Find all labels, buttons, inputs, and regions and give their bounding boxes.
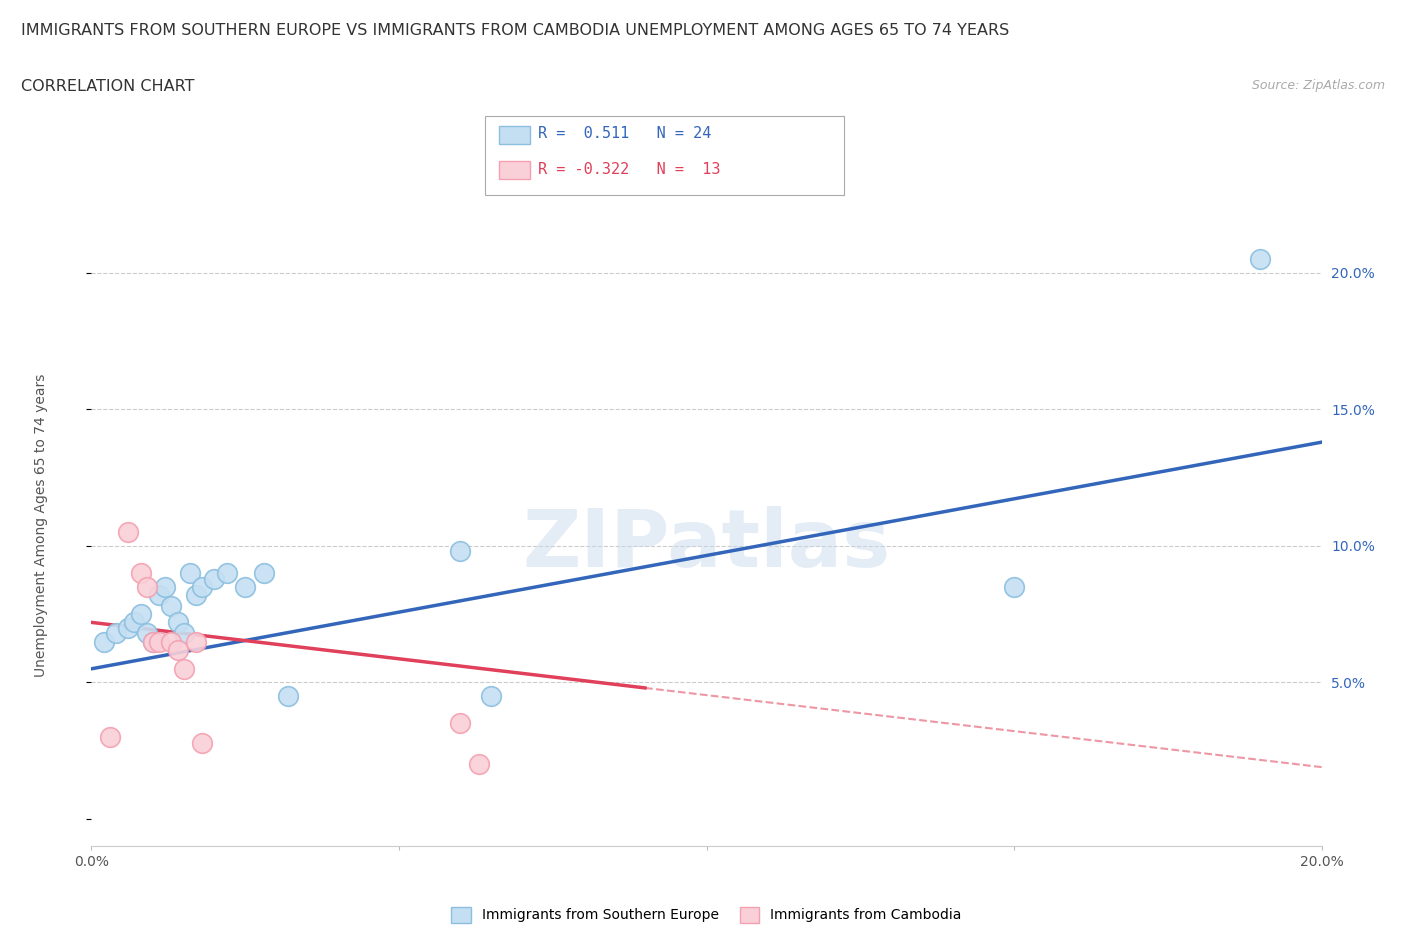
Legend: Immigrants from Southern Europe, Immigrants from Cambodia: Immigrants from Southern Europe, Immigra… <box>451 907 962 923</box>
Point <box>135 626 157 641</box>
Text: ZIPatlas: ZIPatlas <box>523 506 890 584</box>
Point <box>117 620 139 635</box>
Point <box>124 615 146 630</box>
Point <box>153 579 177 594</box>
Point <box>148 634 170 649</box>
Point <box>160 634 183 649</box>
Point <box>215 565 238 580</box>
Point <box>253 565 276 580</box>
Point <box>449 716 471 731</box>
Y-axis label: Unemployment Among Ages 65 to 74 years: Unemployment Among Ages 65 to 74 years <box>34 374 48 677</box>
Point <box>148 588 170 603</box>
Point <box>449 544 471 559</box>
Text: Source: ZipAtlas.com: Source: ZipAtlas.com <box>1251 79 1385 92</box>
Point <box>233 579 256 594</box>
Point <box>105 626 127 641</box>
Text: R =  0.511   N = 24: R = 0.511 N = 24 <box>538 126 711 141</box>
Point <box>117 525 139 539</box>
Point <box>179 565 201 580</box>
Point <box>479 689 502 704</box>
Point <box>166 615 188 630</box>
Point <box>93 634 115 649</box>
Point <box>173 626 195 641</box>
Point <box>191 579 214 594</box>
Point <box>173 661 195 676</box>
Text: R = -0.322   N =  13: R = -0.322 N = 13 <box>538 162 721 177</box>
Point <box>468 757 491 772</box>
Point <box>142 634 165 649</box>
Point <box>184 634 207 649</box>
Point <box>160 599 183 614</box>
Point <box>1002 579 1025 594</box>
Point <box>277 689 299 704</box>
Point <box>166 643 188 658</box>
Point <box>142 634 165 649</box>
Point <box>1249 252 1271 267</box>
Point <box>129 606 152 621</box>
Point <box>184 588 207 603</box>
Point <box>129 565 152 580</box>
Text: IMMIGRANTS FROM SOUTHERN EUROPE VS IMMIGRANTS FROM CAMBODIA UNEMPLOYMENT AMONG A: IMMIGRANTS FROM SOUTHERN EUROPE VS IMMIG… <box>21 23 1010 38</box>
Point <box>135 579 157 594</box>
Point <box>191 735 214 750</box>
Point <box>202 571 225 586</box>
Point <box>98 730 121 745</box>
Text: CORRELATION CHART: CORRELATION CHART <box>21 79 194 94</box>
